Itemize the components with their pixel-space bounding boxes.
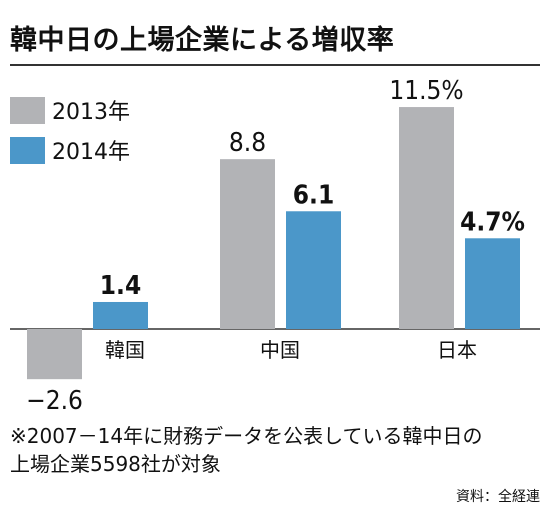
bar-2-series-1 [220,159,275,329]
legend-swatch-1 [10,97,45,124]
bar-1-series-2 [93,301,148,329]
bar-3-series-1 [399,107,454,329]
category-label-3: 日本 [437,338,477,362]
value-label-1-series-1: −2.6 [26,386,83,416]
value-label-2-series-1: 8.8 [229,128,266,158]
legend-label-2: 2014年 [52,140,130,165]
bar-2-series-2 [286,211,341,329]
footnote-line-2: 上場企業5598社が対象 [10,452,221,476]
value-label-2-series-2: 6.1 [293,180,334,210]
source-credit: 資料：全経連 [456,489,540,505]
footnote-line-1: ※2007－14年に財務データを公表している韓中日の [10,424,483,448]
value-label-3-series-2: 4.7% [460,207,525,237]
value-label-3-series-1: 11.5% [389,76,463,106]
bar-1-series-1 [27,329,82,380]
bar-chart: 2013年 2014年 −2.6 1.4 8.8 6.1 11.5% 4.7% 韓国 中国 日本 [10,76,540,416]
category-label-1: 韓国 [105,338,145,362]
category-label-2: 中国 [260,338,300,362]
bar-3-series-2 [465,238,520,329]
legend-swatch-2 [10,137,45,164]
value-label-1-series-2: 1.4 [100,271,141,301]
title-divider [10,64,540,66]
footnote: ※2007－14年に財務データを公表している韓中日の 上場企業5598社が対象 [10,422,483,478]
legend-label-1: 2013年 [52,100,130,125]
chart-title: 韓中日の上場企業による増収率 [10,25,395,56]
